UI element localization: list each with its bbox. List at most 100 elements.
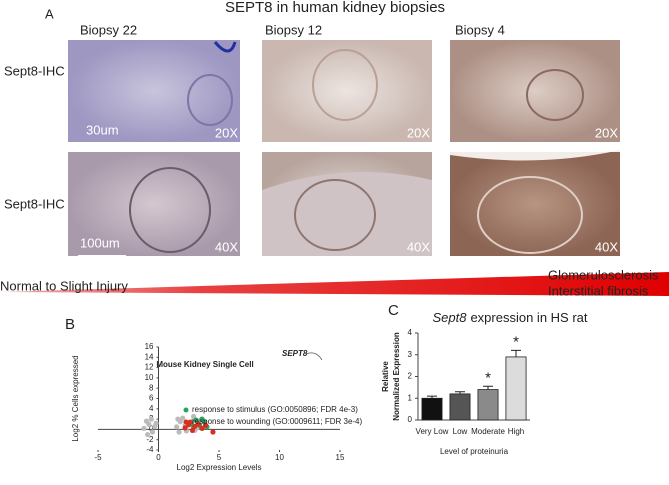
legend-label: response to wounding (GO:0009611; FDR 3e… <box>192 417 363 426</box>
y-axis-label: Relative <box>381 361 390 392</box>
magnification: 20X <box>407 125 430 140</box>
annotation-line <box>305 352 323 361</box>
point <box>148 416 154 422</box>
point <box>180 415 186 421</box>
micrographs <box>68 40 620 257</box>
panel-label: B <box>65 316 75 333</box>
tissue-edge <box>450 150 620 161</box>
point <box>199 425 205 431</box>
scale-label: 30um <box>86 122 119 137</box>
figure-title: SEPT8 in human kidney biopsies <box>225 0 445 16</box>
x-tick-label: Very Low <box>416 427 449 436</box>
title-gene: Sept8 <box>432 310 467 325</box>
point <box>195 421 202 427</box>
x-axis-label: Level of proteinuria <box>440 447 509 456</box>
y-tick-label: 8 <box>149 383 154 392</box>
row-label: Sept8-IHC <box>4 196 65 211</box>
y-tick-label: 12 <box>145 363 154 372</box>
y-tick-label: 16 <box>145 342 154 351</box>
x-tick-label: 15 <box>336 453 345 462</box>
bar <box>477 389 499 421</box>
x-tick-label: 5 <box>217 453 222 462</box>
chart-title: Mouse Kidney Single Cell <box>156 360 253 369</box>
x-tick-label: -5 <box>94 453 102 462</box>
magnification: 20X <box>215 125 238 140</box>
glomerulus <box>312 49 378 121</box>
point <box>176 429 182 435</box>
significance: * <box>513 333 519 350</box>
point <box>141 425 147 431</box>
x-axis-label: Log2 Expression Levels <box>177 463 262 472</box>
y-tick-label: -2 <box>146 435 154 444</box>
micrograph <box>450 152 620 256</box>
scale-label: 100um <box>80 235 120 250</box>
bar <box>449 393 471 421</box>
title-text: expression in HS rat <box>470 310 587 325</box>
gradient-label: Glomerulosclerosis <box>548 267 659 282</box>
error-bar <box>427 395 437 399</box>
legend-swatch <box>183 419 189 425</box>
gradient-label: Interstitial fibrosis <box>548 283 649 298</box>
panel-label: C <box>388 302 399 319</box>
glomerulus <box>477 176 583 254</box>
point <box>193 417 199 423</box>
bar <box>505 356 527 421</box>
point <box>174 424 180 430</box>
severity-gradient <box>0 272 669 296</box>
x-tick-label: Moderate <box>471 427 505 436</box>
glomerulus <box>187 74 233 126</box>
point <box>182 425 188 431</box>
point <box>189 427 195 434</box>
y-tick-label: 1 <box>408 393 413 402</box>
point <box>203 422 209 428</box>
column-label: Biopsy 4 <box>455 22 505 37</box>
y-tick-label: 3 <box>408 350 413 359</box>
point <box>175 416 181 422</box>
magnification: 20X <box>595 125 618 140</box>
glomerulus <box>526 69 584 121</box>
magnification: 40X <box>215 239 238 254</box>
glomerulus <box>129 167 211 253</box>
point <box>143 418 149 424</box>
magnification: 40X <box>595 239 618 254</box>
significance: * <box>485 369 491 386</box>
micrograph <box>450 40 620 142</box>
row-label: Sept8-IHC <box>4 63 65 78</box>
magnification: 40X <box>407 239 430 254</box>
y-axis-label: Log2 % Cells expressed <box>71 355 80 441</box>
point <box>149 429 156 435</box>
gradient-label: Normal to Slight Injury <box>0 278 128 293</box>
x-tick-label: 0 <box>156 453 161 462</box>
legend-swatch <box>183 407 189 413</box>
bar <box>421 397 443 421</box>
error-bar <box>511 349 521 357</box>
legend-label: response to stimulus (GO:0050896; FDR 4e… <box>192 405 358 414</box>
point <box>199 416 205 422</box>
artifact <box>213 41 237 53</box>
y-tick-label: 6 <box>149 394 154 403</box>
x-tick-label: High <box>508 427 524 436</box>
micrograph <box>262 40 432 142</box>
glomerulus <box>294 179 376 251</box>
point <box>187 419 193 425</box>
y-tick-label: 0 <box>408 415 413 424</box>
annotation: SEPT8 <box>282 349 308 358</box>
y-tick-label: 14 <box>145 352 154 361</box>
y-axis-label: Normalized Expression <box>392 332 401 421</box>
error-bar <box>483 385 493 390</box>
chart-title: Sept8 expression in HS rat <box>432 310 587 325</box>
y-tick-label: 4 <box>149 404 154 413</box>
point <box>210 429 216 435</box>
x-tick-label: 10 <box>275 453 284 462</box>
error-bar <box>455 391 465 394</box>
y-tick-label: 4 <box>408 328 413 337</box>
y-tick-label: 10 <box>145 373 154 382</box>
column-label: Biopsy 22 <box>80 22 137 37</box>
point <box>153 420 159 426</box>
micrograph <box>68 152 240 256</box>
x-tick-label: Low <box>453 427 468 436</box>
y-tick-label: -4 <box>146 445 154 454</box>
column-label: Biopsy 12 <box>265 22 322 37</box>
